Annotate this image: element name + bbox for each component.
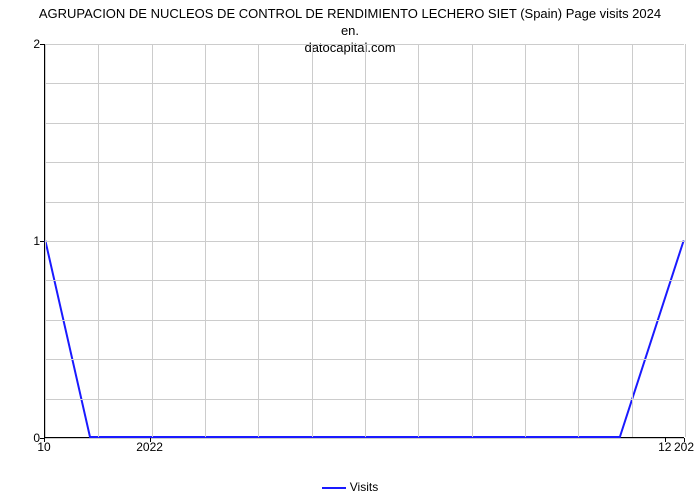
x-tick xyxy=(44,438,45,442)
x-tick xyxy=(665,438,666,442)
x-tick-label: 202 xyxy=(674,440,694,454)
x-tick-label: 12 xyxy=(658,440,671,454)
gridline-v xyxy=(472,44,473,437)
gridline-v xyxy=(312,44,313,437)
plot-area xyxy=(44,44,684,438)
gridline-v xyxy=(205,44,206,437)
y-tick-label: 0 xyxy=(10,431,40,445)
legend: Visits xyxy=(0,480,700,494)
gridline-v xyxy=(418,44,419,437)
chart-container: { "chart": { "type": "line", "title_line… xyxy=(0,0,700,500)
gridline-v xyxy=(258,44,259,437)
y-tick xyxy=(40,241,44,242)
x-tick-label: 2022 xyxy=(136,440,163,454)
legend-label: Visits xyxy=(350,480,378,494)
x-tick xyxy=(684,438,685,442)
gridline-v xyxy=(98,44,99,437)
y-tick-label: 2 xyxy=(10,37,40,51)
y-tick-label: 1 xyxy=(10,234,40,248)
gridline-v xyxy=(365,44,366,437)
x-tick xyxy=(150,438,151,442)
gridline-v xyxy=(45,44,46,437)
gridline-v xyxy=(632,44,633,437)
gridline-v xyxy=(525,44,526,437)
title-line-1: AGRUPACION DE NUCLEOS DE CONTROL DE REND… xyxy=(39,6,661,38)
gridline-v xyxy=(578,44,579,437)
gridline-h xyxy=(45,438,684,439)
y-tick xyxy=(40,44,44,45)
legend-swatch xyxy=(322,487,346,489)
gridline-v xyxy=(685,44,686,437)
x-tick-label: 10 xyxy=(37,440,50,454)
gridline-v xyxy=(152,44,153,437)
